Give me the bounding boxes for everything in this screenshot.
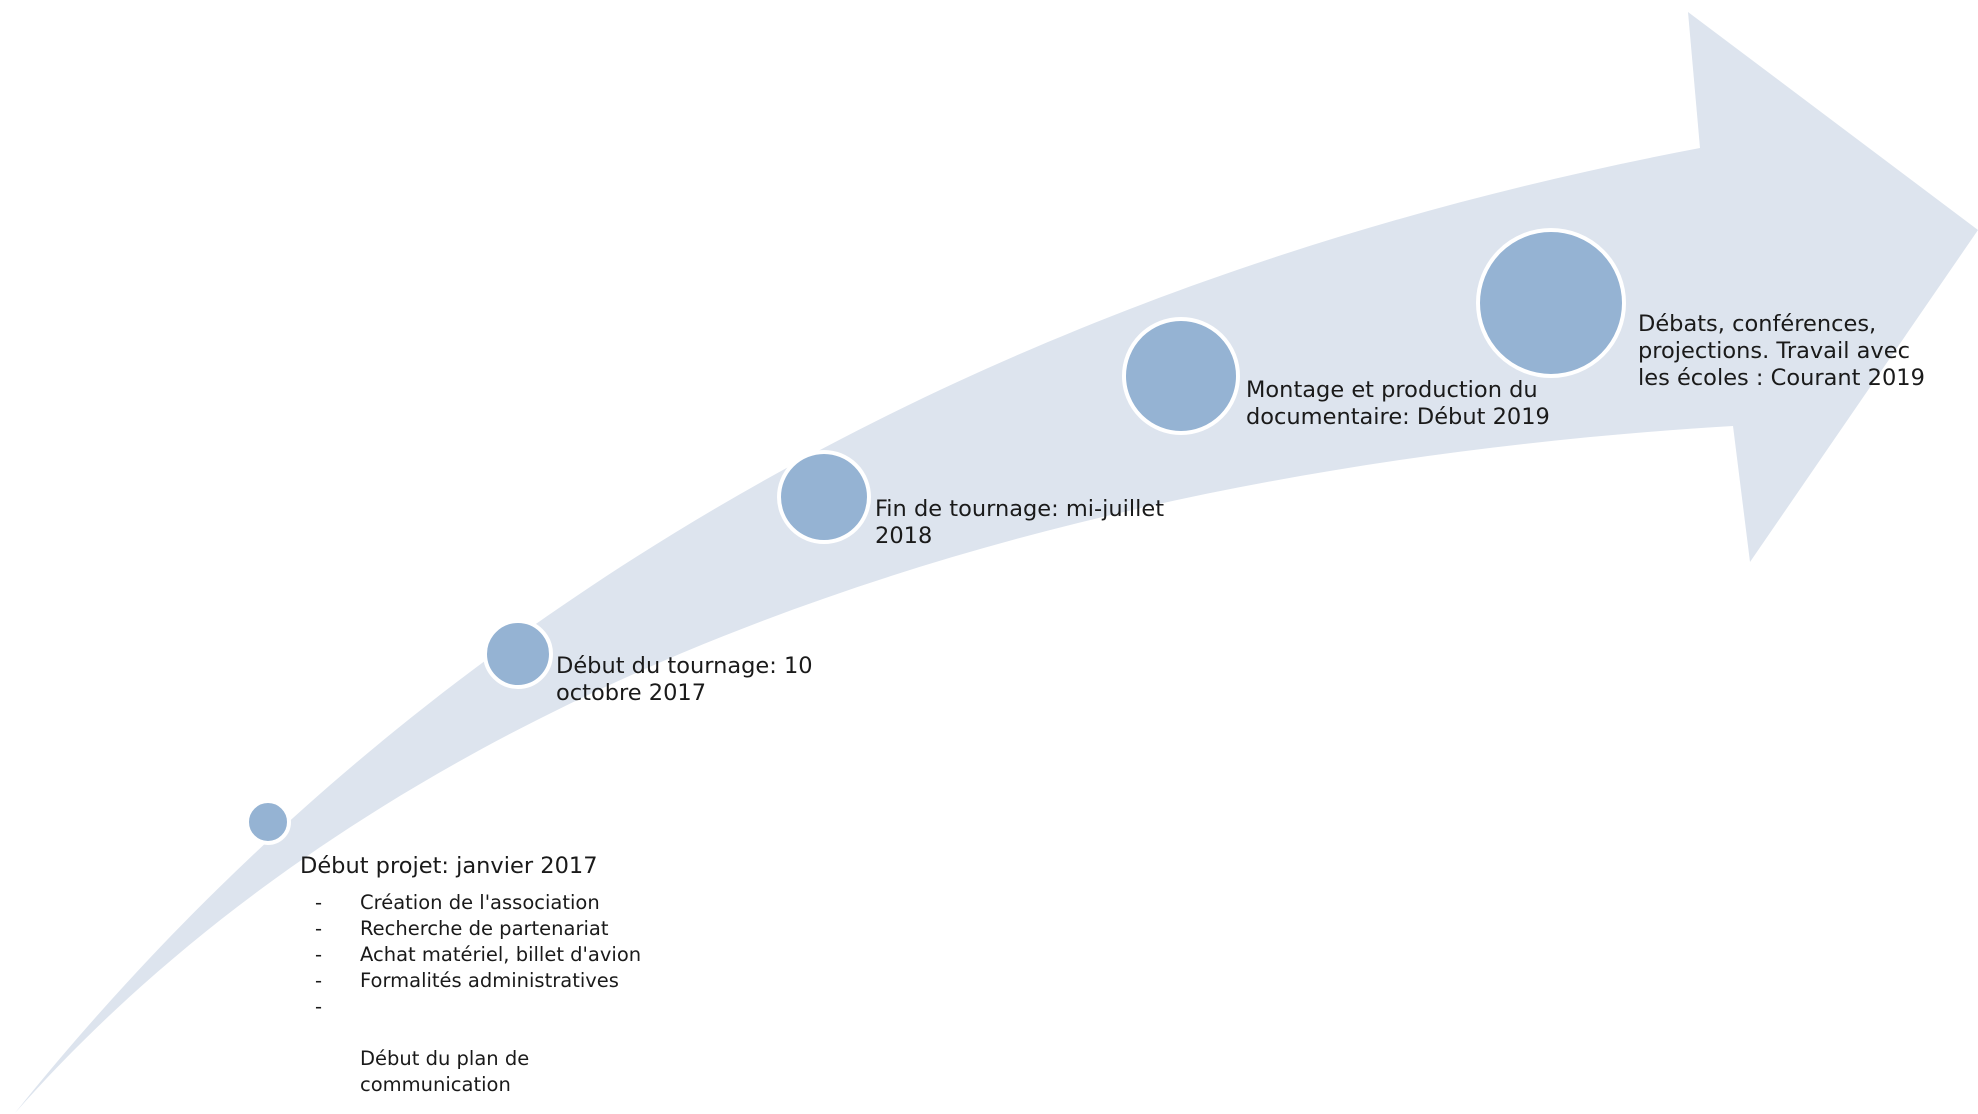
task-text: Création de l'association (360, 891, 600, 914)
task-text: Achat matériel, billet d'avion (360, 943, 642, 966)
milestone-node-4 (1122, 317, 1240, 435)
milestone-label-5: Débats, conférences, projections. Travai… (1638, 311, 1925, 391)
milestone-node-5 (1476, 228, 1626, 378)
task-bullet: - (315, 943, 323, 966)
milestone-label-2: Début du tournage: 10 octobre 2017 (556, 653, 813, 706)
task-item: - Création de l'association (305, 890, 650, 916)
task-item: - Début du plan de communication (305, 994, 650, 1098)
milestone-node-3 (777, 450, 871, 544)
task-bullet: - (315, 969, 323, 992)
milestone-node-1 (245, 799, 291, 845)
task-bullet: - (315, 995, 323, 1018)
milestone-label-3: Fin de tournage: mi-juillet 2018 (875, 496, 1165, 549)
milestone-label-1: Début projet: janvier 2017 (300, 853, 598, 879)
task-item: - Achat matériel, billet d'avion (305, 942, 650, 968)
task-bullet: - (315, 917, 323, 940)
task-item: - Formalités administratives (305, 968, 650, 994)
milestone-label-4: Montage et production du documentaire: D… (1246, 377, 1550, 430)
task-text: Recherche de partenariat (360, 917, 609, 940)
milestone-node-2 (483, 619, 553, 689)
task-list: - Création de l'association - Recherche … (305, 890, 650, 1098)
task-text: Début du plan de communication (360, 1047, 530, 1096)
task-item: - Recherche de partenariat (305, 916, 650, 942)
task-text: Formalités administratives (360, 969, 619, 992)
task-bullet: - (315, 891, 323, 914)
